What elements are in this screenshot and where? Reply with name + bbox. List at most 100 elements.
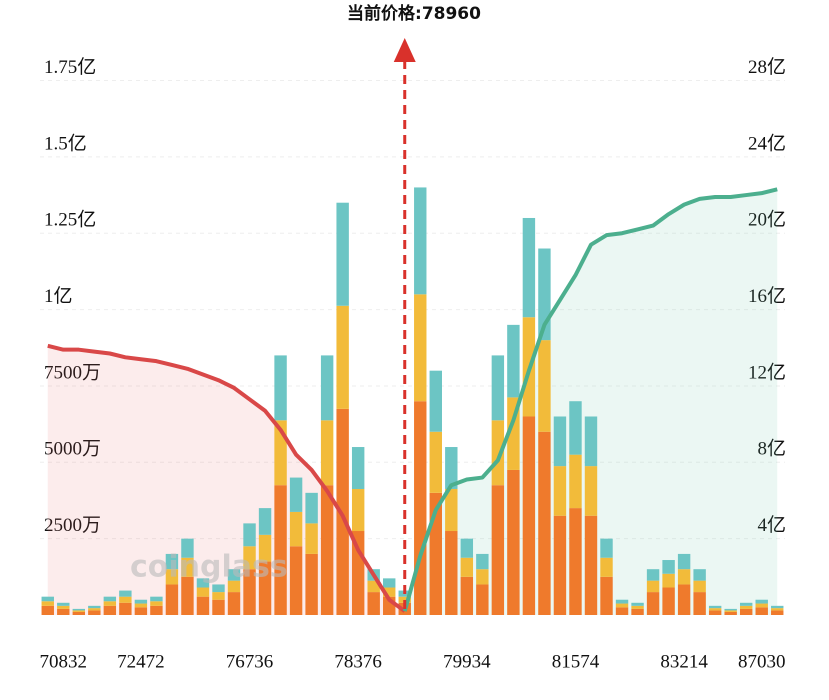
bar-segment — [258, 534, 272, 562]
bar-segment — [274, 485, 287, 615]
y-tick-label: 1.5亿 — [44, 132, 87, 154]
bar-segment — [320, 420, 334, 486]
bar-segment — [119, 602, 132, 615]
bar-segment — [383, 578, 396, 588]
bar-segment — [336, 305, 349, 409]
bar-segment — [569, 401, 582, 455]
bar-segment — [553, 515, 567, 615]
line — [402, 187, 778, 612]
bar-segment — [320, 355, 334, 421]
bar-segment — [584, 416, 598, 467]
bar-segment — [677, 584, 691, 615]
bar-segment — [600, 576, 613, 615]
y2-tick-label: 4亿 — [757, 514, 786, 536]
bar-segment — [615, 603, 629, 608]
bar-segment — [553, 466, 567, 516]
bar-segment — [693, 569, 706, 581]
bar-segment — [212, 592, 225, 600]
bar-segment — [507, 324, 520, 398]
bar-segment — [165, 553, 179, 570]
bar-segment — [553, 416, 567, 467]
bar-segment — [289, 511, 303, 547]
bar-segment — [693, 580, 706, 593]
bar-segment — [600, 557, 613, 577]
bar-segment — [88, 605, 101, 609]
bar-segment — [119, 596, 132, 603]
bar-segment — [367, 580, 380, 593]
x-tick-label: 87030 — [738, 651, 786, 672]
bar-segment — [569, 454, 582, 509]
bar-segment — [429, 431, 442, 493]
current-price-arrow — [393, 38, 416, 62]
bar-segment — [165, 584, 179, 615]
bar-segment — [41, 601, 54, 606]
bar-segment — [367, 592, 380, 615]
line — [47, 343, 406, 613]
bar-segment — [196, 578, 210, 588]
bar-segment — [414, 401, 427, 615]
bar-segment — [615, 607, 629, 615]
y-tick-label: 2500万 — [44, 515, 101, 536]
y2-tick-label: 20亿 — [748, 209, 786, 231]
bar-segment — [507, 469, 520, 615]
bar-segment — [72, 611, 86, 615]
bar-segment — [181, 538, 194, 558]
y2-tick-label: 12亿 — [748, 361, 786, 383]
x-tick-label: 72472 — [117, 651, 165, 672]
bar-segment — [476, 584, 489, 615]
bar-segment — [429, 370, 442, 432]
bar-segment — [724, 611, 737, 615]
x-tick-label: 76736 — [226, 651, 274, 672]
bar-segment — [150, 601, 163, 606]
bar-segment — [646, 580, 660, 593]
bar-segment — [243, 546, 256, 570]
bar-segment — [305, 523, 318, 554]
bar-segment — [646, 569, 660, 581]
bar-segment — [72, 610, 86, 612]
bar-segment — [538, 340, 551, 432]
bar-segment — [600, 538, 613, 558]
bar-segment — [631, 605, 644, 609]
bar-segment — [41, 596, 54, 602]
bar-segment — [351, 489, 365, 532]
bar-segment — [739, 605, 753, 609]
y-tick-label: 1亿 — [44, 285, 73, 307]
bar-segment — [243, 523, 256, 547]
y-tick-label: 5000万 — [44, 439, 101, 460]
bar-segment — [243, 569, 256, 615]
bar-segment — [398, 596, 411, 603]
bar-segment — [755, 607, 768, 615]
bar-segment — [460, 557, 474, 577]
bar-segment — [57, 602, 70, 606]
bar-segment — [491, 355, 505, 421]
bar-segment — [150, 596, 163, 602]
bar-segment — [88, 608, 101, 611]
bar-segment — [522, 217, 536, 318]
chart-title: 当前价格:78960 — [347, 3, 481, 24]
bar-segment — [445, 447, 458, 490]
bar-segment — [134, 603, 148, 608]
bar-segment — [662, 587, 675, 615]
x-tick-label: 70832 — [40, 651, 88, 672]
bar-segment — [196, 587, 210, 597]
watermark: coinglass — [130, 550, 288, 585]
bar-segment — [227, 569, 241, 581]
bar-segment — [196, 596, 210, 615]
bar-segment — [351, 447, 365, 490]
bar-segment — [134, 599, 148, 604]
bar-segment — [305, 492, 318, 524]
bar-segment — [305, 553, 318, 615]
bar-segment — [538, 431, 551, 615]
bar-segment — [739, 602, 753, 606]
bar-segment — [708, 608, 722, 611]
bar-segment — [739, 608, 753, 615]
bar-segment — [227, 580, 241, 593]
bar-segment — [134, 607, 148, 615]
bar-segment — [445, 489, 458, 532]
bar-segment — [771, 605, 784, 609]
bar-segment — [212, 584, 225, 593]
bar-segment — [677, 553, 691, 570]
bar-segment — [336, 202, 349, 306]
bar-segment — [258, 508, 272, 535]
